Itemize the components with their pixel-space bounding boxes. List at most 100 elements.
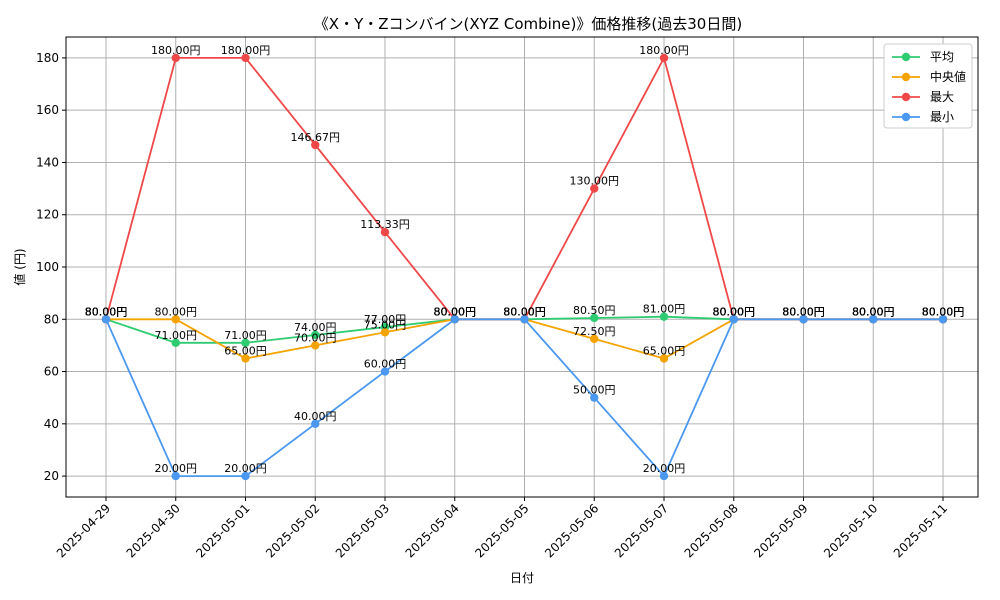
data-point <box>380 227 390 237</box>
x-tick-label: 2025-05-08 <box>682 501 741 560</box>
data-label: 80.00円 <box>782 305 825 318</box>
data-label: 71.00円 <box>224 329 267 342</box>
data-label: 80.00円 <box>434 305 477 318</box>
data-point <box>659 354 669 363</box>
y-tick-label: 160 <box>36 103 59 117</box>
data-label: 80.00円 <box>85 305 128 318</box>
y-tick-label: 60 <box>44 365 59 379</box>
data-label: 80.50円 <box>573 304 616 317</box>
data-label: 65.00円 <box>224 344 267 357</box>
legend-label: 最大 <box>930 90 954 104</box>
legend-marker <box>901 52 911 62</box>
data-label: 80.00円 <box>852 305 895 318</box>
data-label: 180.00円 <box>639 44 689 57</box>
data-point <box>241 338 250 347</box>
data-point <box>659 53 669 63</box>
data-point <box>171 338 180 347</box>
y-axis: 20 40 60 80 100 120 140 160 180 <box>36 51 66 483</box>
data-label: 81.00円 <box>643 303 686 316</box>
data-point <box>101 315 111 324</box>
data-label: 20.00円 <box>643 462 686 475</box>
data-label: 80.00円 <box>85 305 128 318</box>
x-tick-label: 2025-05-03 <box>333 501 392 560</box>
data-point <box>311 330 320 340</box>
data-point <box>590 313 599 323</box>
data-label: 71.00円 <box>155 329 198 342</box>
legend-marker <box>901 92 911 102</box>
x-tick-label: 2025-05-09 <box>751 501 810 560</box>
x-tick-label: 2025-05-05 <box>472 501 531 560</box>
data-label: 80.00円 <box>434 305 477 318</box>
legend-label: 平均 <box>930 50 954 64</box>
data-label: 80.00円 <box>852 305 895 318</box>
data-label: 80.00円 <box>782 305 825 318</box>
data-point <box>590 393 599 402</box>
data-point <box>450 315 459 324</box>
data-label: 70.00円 <box>294 331 337 344</box>
data-point <box>659 471 669 481</box>
y-tick-label: 80 <box>44 312 59 326</box>
series-3 <box>101 315 948 481</box>
data-label: 50.00円 <box>573 384 616 397</box>
data-label: 80.00円 <box>503 305 546 318</box>
legend-label: 中央値 <box>930 69 966 84</box>
data-label: 80.00円 <box>434 305 477 318</box>
data-label: 80.00円 <box>852 305 895 318</box>
y-tick-label: 180 <box>36 51 59 65</box>
data-label: 20.00円 <box>155 462 198 475</box>
data-point <box>311 140 320 150</box>
data-point <box>311 419 320 429</box>
data-label: 60.00円 <box>364 358 407 371</box>
legend-label: 最小 <box>930 110 954 124</box>
data-point <box>590 334 599 344</box>
y-tick-label: 100 <box>36 260 59 274</box>
legend-marker <box>901 72 911 82</box>
data-label: 80.00円 <box>85 305 128 318</box>
data-label: 75.00円 <box>364 318 407 331</box>
x-tick-label: 2025-05-01 <box>193 501 252 560</box>
y-axis-label: 値 (円) <box>12 248 27 285</box>
x-tick-label: 2025-05-07 <box>612 501 671 560</box>
legend-marker <box>901 112 911 122</box>
data-label: 80.00円 <box>922 305 965 318</box>
data-label: 80.00円 <box>713 305 756 318</box>
x-tick-label: 2025-04-29 <box>54 501 113 560</box>
data-label: 80.00円 <box>503 305 546 318</box>
data-label: 80.00円 <box>155 305 198 318</box>
data-label: 80.00円 <box>922 305 965 318</box>
y-tick-label: 40 <box>44 417 59 431</box>
data-point <box>171 53 180 63</box>
data-point <box>729 315 738 324</box>
data-label: 180.00円 <box>221 44 271 57</box>
legend-box <box>883 43 973 129</box>
data-label: 80.00円 <box>434 305 477 318</box>
y-tick-label: 120 <box>36 208 59 222</box>
data-label: 146.67円 <box>291 131 341 144</box>
data-labels: 80.00円 71.00円 71.00円 74.00円 77.00円 80.00円 80.0… <box>85 44 965 475</box>
data-label: 80.00円 <box>503 305 546 318</box>
data-point <box>938 315 948 324</box>
data-point <box>869 315 878 324</box>
data-label: 80.00円 <box>782 305 825 318</box>
x-tick-label: 2025-04-30 <box>124 501 183 560</box>
data-label: 72.50円 <box>573 325 616 338</box>
data-point <box>380 367 390 376</box>
y-tick-label: 140 <box>36 155 59 169</box>
x-tick-label: 2025-05-04 <box>403 501 462 560</box>
data-label: 130.00円 <box>570 175 620 188</box>
data-point <box>171 315 180 324</box>
x-tick-label: 2025-05-06 <box>542 501 601 560</box>
x-axis-label: 日付 <box>510 571 534 585</box>
x-tick-label: 2025-05-10 <box>821 501 880 560</box>
data-label: 80.00円 <box>782 305 825 318</box>
data-point <box>520 315 529 324</box>
data-point <box>590 184 599 193</box>
data-point <box>241 53 250 63</box>
data-point <box>659 312 669 321</box>
data-label: 180.00円 <box>151 44 201 57</box>
grid-lines <box>66 37 978 497</box>
data-label: 80.00円 <box>852 305 895 318</box>
data-label: 80.00円 <box>503 305 546 318</box>
